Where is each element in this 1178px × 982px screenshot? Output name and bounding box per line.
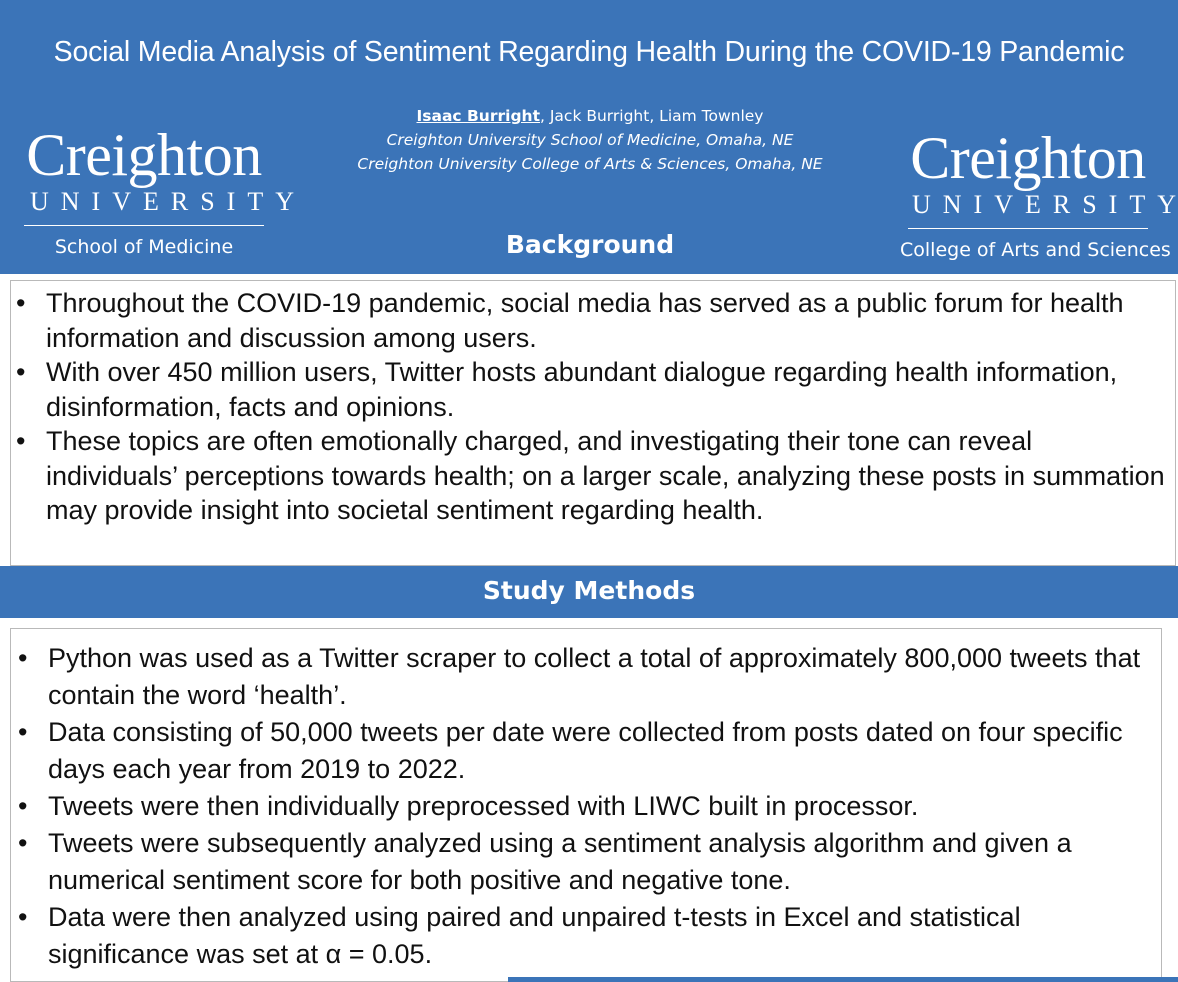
methods-bullet: Python was used as a Twitter scraper to … — [14, 640, 1164, 714]
logo-school-name: College of Arts and Sciences — [900, 239, 1171, 261]
logo-divider — [908, 228, 1148, 229]
poster-title: Social Media Analysis of Sentiment Regar… — [53, 36, 1125, 68]
methods-bullet: Data consisting of 50,000 tweets per dat… — [14, 714, 1164, 788]
creighton-medicine-logo: Creighton UNIVERSITY School of Medicine — [18, 122, 306, 258]
other-authors: , Jack Burright, Liam Townley — [540, 107, 764, 125]
logo-wordmark: Creighton — [26, 122, 262, 188]
background-bullet: These topics are often emotionally charg… — [12, 424, 1168, 528]
author-line: Isaac Burright, Jack Burright, Liam Town… — [330, 104, 850, 128]
methods-bullet: Tweets were then individually preprocess… — [14, 788, 1164, 825]
background-heading: Background — [505, 230, 675, 259]
methods-heading: Study Methods — [482, 576, 696, 605]
logo-wordmark: Creighton — [910, 125, 1146, 191]
creighton-arts-sciences-logo: Creighton UNIVERSITY College of Arts and… — [900, 125, 1178, 261]
bottom-accent-bar — [508, 977, 1178, 982]
logo-university: UNIVERSITY — [30, 187, 306, 216]
methods-bullet: Tweets were subsequently analyzed using … — [14, 825, 1164, 899]
affiliation-arts-sciences: Creighton University College of Arts & S… — [357, 155, 823, 173]
affiliation-medicine: Creighton University School of Medicine,… — [386, 131, 794, 149]
poster-header: Social Media Analysis of Sentiment Regar… — [0, 0, 1178, 274]
methods-bullet: Data were then analyzed using paired and… — [14, 899, 1164, 973]
author-block: Isaac Burright, Jack Burright, Liam Town… — [330, 104, 850, 176]
background-bullet: Throughout the COVID-19 pandemic, social… — [12, 286, 1168, 355]
background-list: Throughout the COVID-19 pandemic, social… — [12, 286, 1168, 528]
lead-author: Isaac Burright — [416, 107, 541, 125]
logo-divider — [24, 225, 264, 226]
logo-university: UNIVERSITY — [912, 190, 1178, 219]
logo-school-name: School of Medicine — [54, 236, 234, 258]
methods-list: Python was used as a Twitter scraper to … — [14, 640, 1164, 973]
methods-heading-band — [0, 566, 1178, 618]
background-bullet: With over 450 million users, Twitter hos… — [12, 355, 1168, 424]
